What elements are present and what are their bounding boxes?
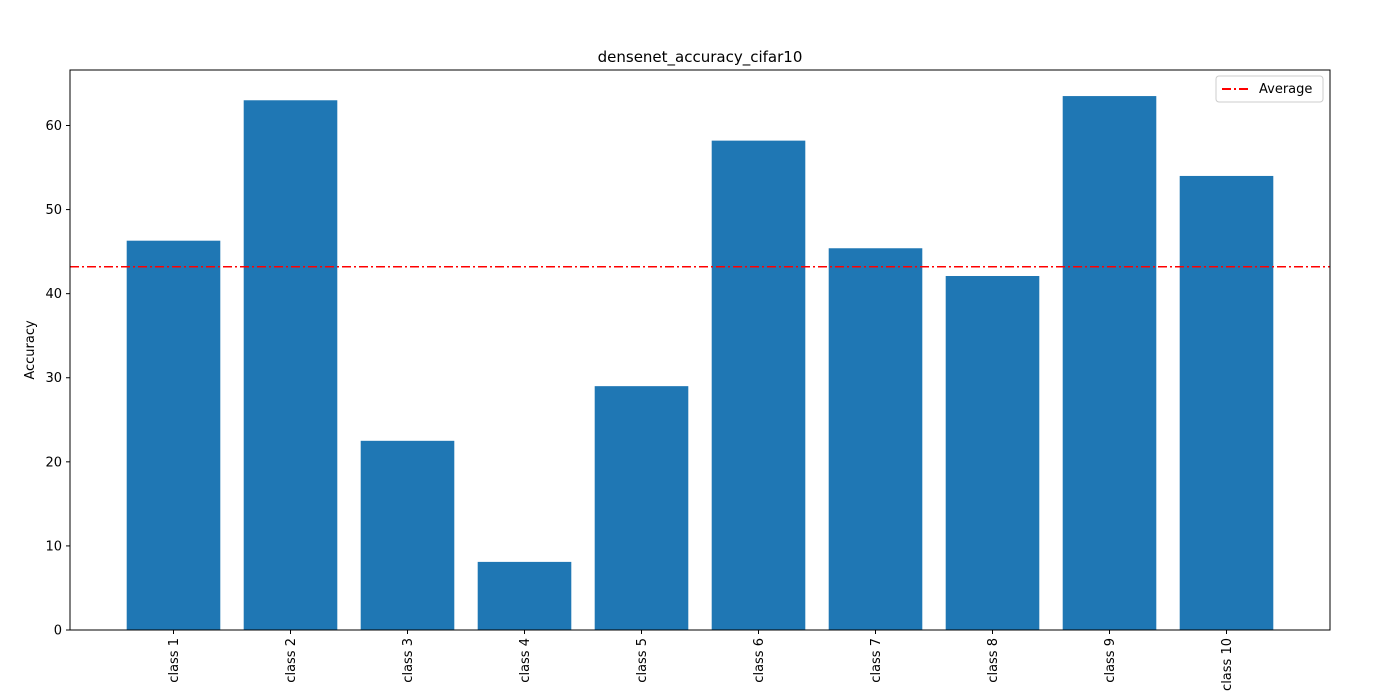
y-tick-label: 0	[54, 624, 62, 639]
x-tick-label: class 8	[986, 638, 1001, 683]
x-tick-label: class 6	[752, 638, 767, 683]
bar-8	[945, 276, 1040, 630]
legend-box	[1215, 75, 1324, 103]
bar-4	[477, 561, 572, 630]
bar-5	[594, 386, 689, 630]
bar-6	[711, 140, 806, 631]
chart-title: densenet_accuracy_cifar10	[598, 48, 803, 67]
bar-7	[828, 248, 923, 631]
bar-9	[1062, 96, 1157, 631]
y-axis-label: Accuracy	[23, 320, 38, 380]
y-tick-label: 60	[45, 119, 62, 134]
y-axis-ticks: 0 10 20 30 40 50 60	[45, 119, 70, 639]
x-axis-ticks: class 1 class 2 class 3 class 4 class 5 class…	[167, 630, 1235, 691]
bar-1	[126, 240, 221, 631]
y-tick-label: 10	[45, 539, 62, 554]
x-tick-label: class 2	[284, 638, 299, 683]
y-tick-label: 20	[45, 455, 62, 470]
x-tick-label: class 3	[401, 638, 416, 683]
y-tick-label: 40	[45, 287, 62, 302]
x-tick-label: class 4	[518, 638, 533, 683]
plot-frame	[69, 69, 1331, 631]
x-tick-label: class 9	[1103, 638, 1118, 683]
x-tick-label: class 1	[167, 638, 182, 683]
y-tick-label: 50	[45, 203, 62, 218]
x-tick-label: class 10	[1220, 638, 1235, 691]
bar-2	[243, 100, 338, 631]
y-tick-label: 30	[45, 371, 62, 386]
x-tick-label: class 5	[635, 638, 650, 683]
legend: Average	[1215, 75, 1324, 103]
bar-10	[1179, 175, 1274, 630]
legend-label-average: Average	[1259, 82, 1312, 97]
bars-group	[126, 96, 1274, 631]
x-tick-label: class 7	[869, 638, 884, 683]
bar-3	[360, 440, 455, 630]
